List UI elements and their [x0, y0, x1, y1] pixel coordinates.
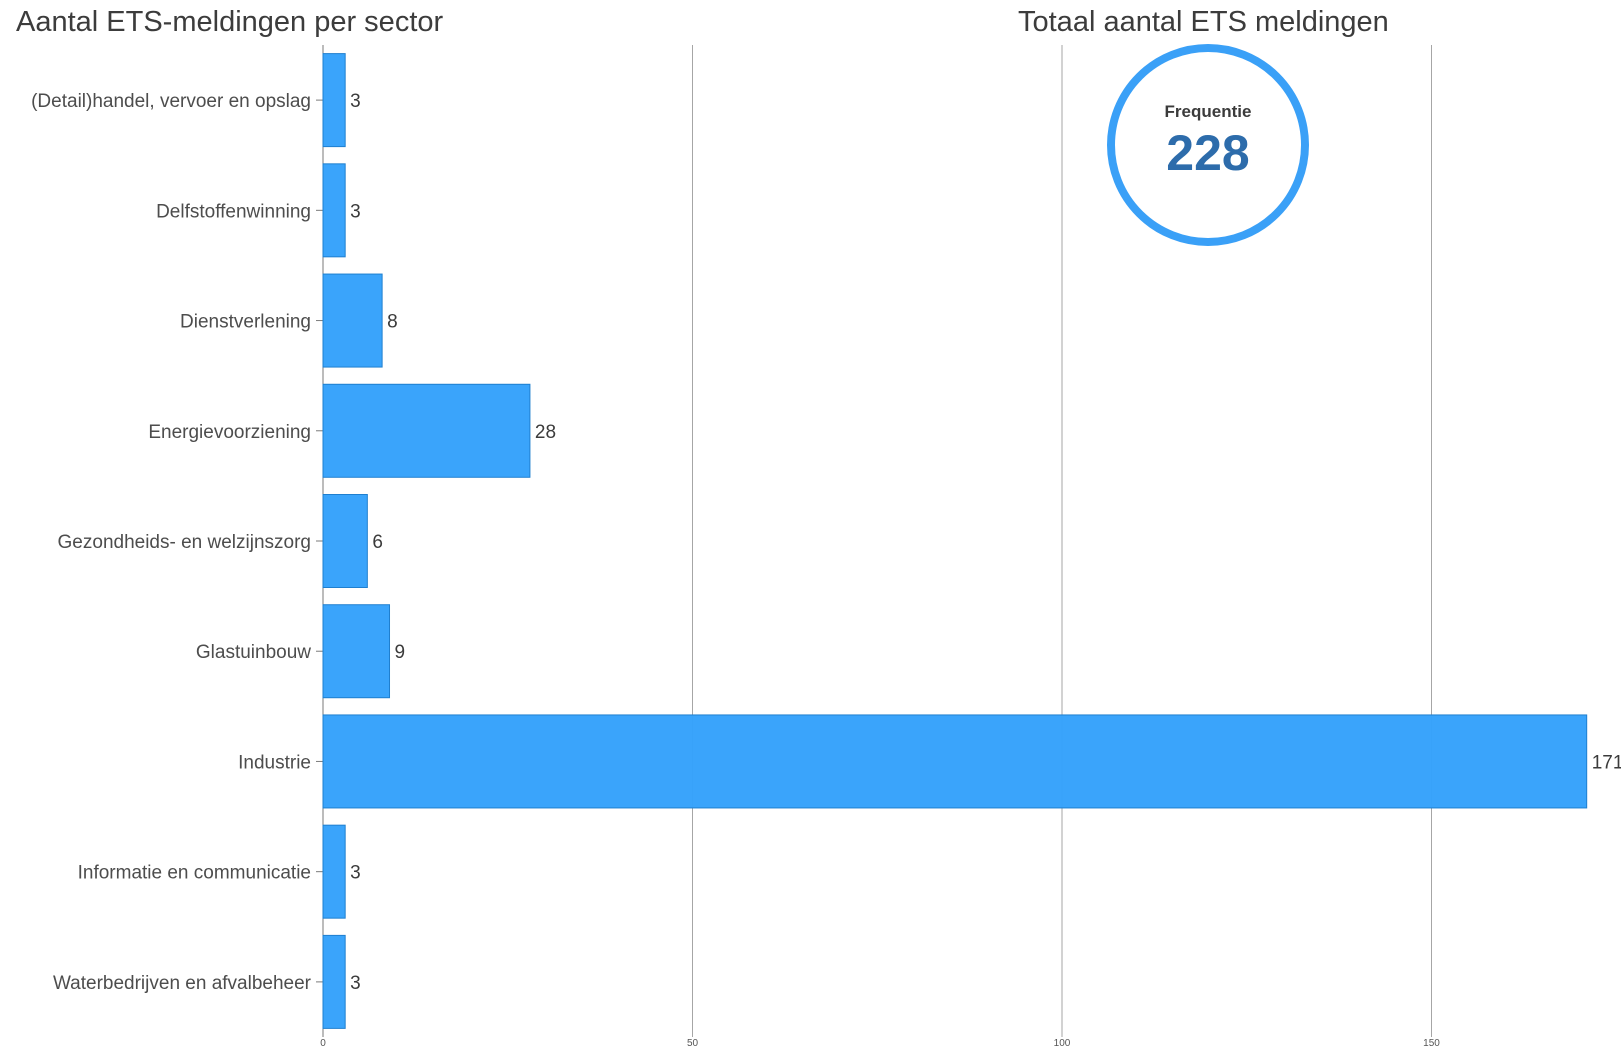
data-label: 3: [350, 973, 361, 994]
category-label: (Detail)handel, vervoer en opslag: [31, 91, 311, 112]
x-tick-label: 50: [687, 1038, 699, 1048]
bar[interactable]: [322, 934, 346, 1029]
category-label: Delfstoffenwinning: [156, 201, 311, 222]
data-label: 3: [350, 91, 361, 112]
x-tick-label: 100: [1054, 1038, 1071, 1048]
bar[interactable]: [322, 824, 346, 919]
category-label: Dienstverlening: [180, 312, 311, 333]
category-label: Energievoorziening: [148, 422, 311, 443]
x-tick-label: 0: [320, 1038, 326, 1048]
bar[interactable]: [322, 604, 391, 699]
kpi-label: Frequentie: [1164, 102, 1252, 121]
bar-chart-title: Aantal ETS-meldingen per sector: [16, 6, 444, 38]
bar[interactable]: [322, 163, 346, 258]
data-label: 3: [350, 863, 361, 884]
data-label: 3: [350, 201, 361, 222]
data-label: 6: [372, 532, 383, 553]
bar[interactable]: [322, 494, 368, 588]
kpi-title: Totaal aantal ETS meldingen: [1018, 6, 1389, 38]
category-label: Waterbedrijven en afvalbeheer: [53, 973, 312, 994]
category-label: Informatie en communicatie: [78, 863, 311, 884]
kpi-ring: Frequentie 228: [1107, 44, 1309, 246]
data-label: 171: [1592, 752, 1621, 773]
category-label: Glastuinbouw: [196, 642, 311, 663]
bar[interactable]: [322, 714, 1588, 809]
bars: [322, 53, 1588, 1029]
bar[interactable]: [322, 273, 383, 368]
category-label: Industrie: [238, 752, 311, 773]
data-label: 9: [395, 642, 406, 663]
category-label: Gezondheids- en welzijnszorg: [58, 532, 311, 553]
bar[interactable]: [322, 53, 346, 148]
bar[interactable]: [322, 383, 531, 478]
x-tick-label: 150: [1423, 1038, 1440, 1048]
data-label: 28: [535, 422, 556, 443]
kpi-value: 228: [1166, 125, 1250, 181]
data-label: 8: [387, 312, 398, 333]
labels: 0 50 100 150 (Detail)handel, vervoer en opsl…: [31, 91, 1621, 1048]
